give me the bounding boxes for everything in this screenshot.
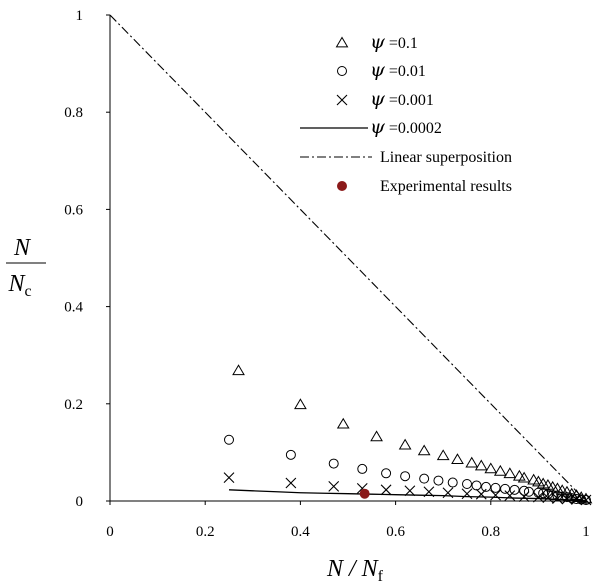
experimental-point xyxy=(337,181,347,191)
triangle-marker xyxy=(536,477,550,489)
circle-marker xyxy=(447,477,458,488)
y-axis-label: N Nc xyxy=(6,235,46,300)
circle-marker xyxy=(561,492,572,503)
cross-marker xyxy=(561,493,573,505)
cross-marker xyxy=(336,94,348,106)
legend-item: ψ =0.001 xyxy=(336,88,434,110)
triangle-marker xyxy=(503,467,517,479)
legend-label: Experimental results xyxy=(380,178,512,195)
legend-label: ψ =0.0002 xyxy=(370,116,442,138)
cross-marker xyxy=(490,489,501,501)
triangle-marker xyxy=(465,456,479,468)
circle-marker xyxy=(557,491,568,502)
y-tick-label: 0.2 xyxy=(64,397,83,413)
circle-marker xyxy=(224,434,234,445)
y-axis-label-numerator: N xyxy=(13,235,32,261)
legend-item: ψ =0.0002 xyxy=(300,116,442,138)
circle-marker xyxy=(500,483,511,494)
triangle-marker xyxy=(294,398,307,410)
triangle-marker xyxy=(451,453,464,465)
circle-marker xyxy=(509,484,520,495)
triangle-marker xyxy=(512,469,526,481)
circle-marker xyxy=(552,490,563,501)
circle-marker xyxy=(481,481,492,492)
cross-marker xyxy=(542,492,554,503)
legend-label: ψ =0.01 xyxy=(370,59,426,81)
circle-marker xyxy=(419,473,430,484)
triangle-marker xyxy=(417,444,431,456)
triangle-marker xyxy=(474,459,488,471)
circle-marker xyxy=(357,463,368,474)
y-tick-label: 1 xyxy=(76,8,84,24)
cross-marker xyxy=(518,491,530,503)
circle-marker xyxy=(471,480,482,491)
legend-label: ψ =0.001 xyxy=(370,88,434,110)
triangle-marker xyxy=(232,364,245,376)
circle-marker xyxy=(462,478,472,489)
triangle-marker xyxy=(555,484,569,496)
solid-series-line xyxy=(228,489,587,502)
legend-item: ψ =0.1 xyxy=(335,31,418,53)
cross-marker xyxy=(285,477,297,489)
triangle-marker xyxy=(436,449,450,461)
y-tick-label: 0.8 xyxy=(64,105,83,121)
series-5 xyxy=(359,488,370,499)
cross-marker xyxy=(328,481,340,492)
circle-marker xyxy=(433,475,444,486)
triangle-marker xyxy=(517,471,531,483)
series-4 xyxy=(109,14,587,502)
cross-marker xyxy=(223,472,235,484)
x-tick-label: 1 xyxy=(582,524,590,540)
cross-marker xyxy=(404,485,416,497)
y-tick-label: 0.4 xyxy=(64,300,83,316)
x-tick-label: 0.8 xyxy=(481,524,500,540)
circle-marker xyxy=(337,66,347,76)
y-tick-label: 0.6 xyxy=(64,202,83,218)
experimental-point xyxy=(359,488,370,499)
x-tick-label: 0.6 xyxy=(386,524,405,540)
linear-superposition-line xyxy=(109,14,587,502)
legend: ψ =0.1 ψ =0.01 ψ =0.001 ψ =0.0002 Linear sup… xyxy=(300,31,512,195)
cross-marker xyxy=(552,493,563,504)
cross-marker xyxy=(533,491,544,503)
triangle-marker xyxy=(335,36,349,48)
y-axis-label-denominator: Nc xyxy=(7,271,31,300)
cross-marker xyxy=(380,484,392,496)
circle-marker xyxy=(328,458,339,469)
x-tick-label: 0.4 xyxy=(291,524,310,540)
ticks: 0 0.2 0.4 0.6 0.8 1 0 0.2 0.4 0.6 0.8 1 xyxy=(64,8,590,540)
axes xyxy=(109,15,586,502)
legend-label: ψ =0.1 xyxy=(370,31,418,53)
legend-item: Linear superposition xyxy=(300,149,512,166)
y-tick-label: 0 xyxy=(76,494,84,510)
legend-item: Experimental results xyxy=(337,178,512,195)
series-0 xyxy=(232,364,593,504)
triangle-marker xyxy=(370,430,383,442)
circle-marker xyxy=(490,482,501,493)
circle-marker xyxy=(523,486,534,497)
series-3 xyxy=(228,489,587,502)
x-axis-label: N / Nf xyxy=(326,556,384,585)
circle-marker xyxy=(519,485,530,496)
triangle-marker xyxy=(493,464,507,476)
circle-marker xyxy=(381,468,392,479)
circle-marker xyxy=(285,449,296,460)
circle-marker xyxy=(400,471,411,482)
triangle-marker xyxy=(336,417,350,429)
circle-marker xyxy=(538,488,549,499)
triangle-marker xyxy=(527,473,541,485)
cross-marker xyxy=(504,490,516,502)
cross-marker xyxy=(475,488,487,500)
triangle-marker xyxy=(484,462,498,474)
legend-item: ψ =0.01 xyxy=(337,59,426,81)
x-tick-label: 0.2 xyxy=(196,524,215,540)
series-layer xyxy=(109,14,593,506)
triangle-marker xyxy=(398,438,412,450)
triangle-marker xyxy=(532,475,545,487)
circle-marker xyxy=(571,494,582,505)
x-tick-label: 0 xyxy=(106,524,114,540)
legend-label: Linear superposition xyxy=(380,149,512,166)
